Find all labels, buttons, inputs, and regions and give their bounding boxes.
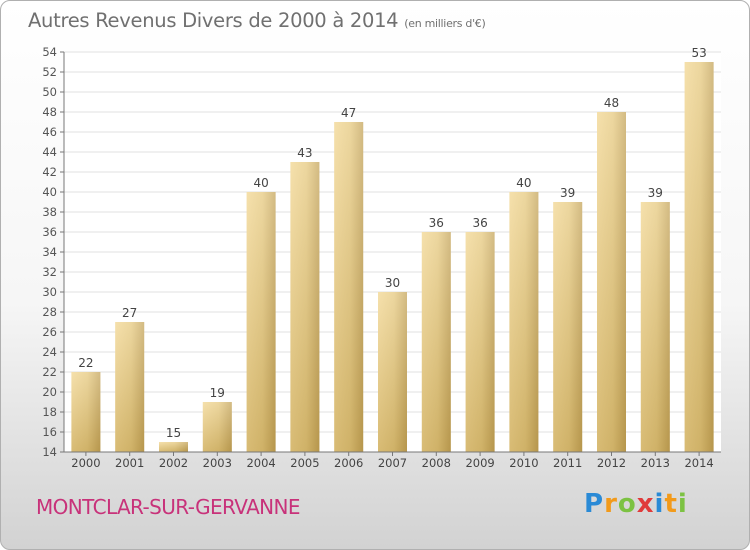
x-tick-label: 2012 bbox=[597, 456, 626, 470]
logo-letter: t bbox=[664, 489, 678, 519]
data-label-2010: 40 bbox=[516, 176, 531, 190]
y-tick-label: 42 bbox=[42, 165, 57, 179]
data-label-2004: 40 bbox=[253, 176, 268, 190]
bar-shade-2012 bbox=[597, 112, 626, 452]
data-label-2012: 48 bbox=[604, 96, 619, 110]
logo-letter: i bbox=[677, 489, 688, 519]
x-tick-label: 2005 bbox=[290, 456, 319, 470]
chart-title-unit: (en milliers d'€) bbox=[404, 17, 486, 30]
y-tick-label: 24 bbox=[42, 345, 57, 359]
bar-shade-2009 bbox=[465, 232, 495, 452]
data-label-2009: 36 bbox=[472, 216, 487, 230]
y-tick-label: 22 bbox=[42, 365, 57, 379]
x-tick-label: 2001 bbox=[115, 456, 144, 470]
logo-letter: i bbox=[654, 489, 665, 519]
logo-letter: r bbox=[604, 489, 618, 519]
y-tick-label: 36 bbox=[42, 225, 57, 239]
y-tick-label: 48 bbox=[42, 105, 57, 119]
x-tick-label: 2007 bbox=[378, 456, 407, 470]
bar-shade-2006 bbox=[334, 122, 364, 452]
data-label-2013: 39 bbox=[648, 186, 663, 200]
x-tick-label: 2010 bbox=[509, 456, 538, 470]
x-tick-label: 2006 bbox=[334, 456, 363, 470]
data-label-2008: 36 bbox=[429, 216, 444, 230]
data-label-2001: 27 bbox=[122, 306, 137, 320]
y-tick-label: 54 bbox=[42, 45, 57, 59]
bar-shade-2008 bbox=[421, 232, 451, 452]
logo-letter: P bbox=[584, 489, 605, 519]
x-tick-label: 2002 bbox=[159, 456, 188, 470]
bar-shade-2011 bbox=[553, 202, 583, 452]
y-tick-label: 50 bbox=[42, 85, 57, 99]
bar-shade-2010 bbox=[509, 192, 539, 452]
y-tick-label: 32 bbox=[42, 265, 57, 279]
y-tick-label: 30 bbox=[42, 285, 57, 299]
bar-shade-2001 bbox=[115, 322, 145, 452]
y-tick-label: 26 bbox=[42, 325, 57, 339]
y-tick-label: 16 bbox=[42, 425, 57, 439]
chart-title-text: Autres Revenus Divers de 2000 à 2014 bbox=[28, 9, 399, 32]
y-tick-label: 18 bbox=[42, 405, 57, 419]
x-tick-label: 2004 bbox=[246, 456, 275, 470]
bar-shade-2013 bbox=[640, 202, 670, 452]
y-tick-label: 52 bbox=[42, 65, 57, 79]
x-tick-label: 2003 bbox=[203, 456, 232, 470]
proxiti-logo[interactable]: Proxiti bbox=[584, 489, 688, 519]
y-tick-label: 46 bbox=[42, 125, 57, 139]
x-tick-label: 2013 bbox=[641, 456, 670, 470]
y-tick-label: 40 bbox=[42, 185, 57, 199]
logo-letter: x bbox=[636, 489, 655, 519]
bar-shade-2003 bbox=[202, 402, 232, 452]
commune-name: MONTCLAR-SUR-GERVANNE bbox=[36, 495, 301, 519]
data-label-2003: 19 bbox=[210, 386, 225, 400]
bar-shade-2007 bbox=[378, 292, 407, 452]
x-tick-label: 2014 bbox=[684, 456, 713, 470]
bar-shade-2014 bbox=[684, 62, 714, 452]
data-label-2000: 22 bbox=[78, 356, 93, 370]
data-label-2007: 30 bbox=[385, 276, 400, 290]
data-label-2005: 43 bbox=[297, 146, 312, 160]
data-label-2002: 15 bbox=[166, 426, 181, 440]
data-label-2011: 39 bbox=[560, 186, 575, 200]
y-tick-label: 20 bbox=[42, 385, 57, 399]
y-tick-label: 28 bbox=[42, 305, 57, 319]
data-label-2006: 47 bbox=[341, 106, 356, 120]
y-tick-label: 38 bbox=[42, 205, 57, 219]
bar-shade-2002 bbox=[159, 442, 188, 452]
logo-letter: o bbox=[617, 489, 637, 519]
x-tick-label: 2000 bbox=[71, 456, 100, 470]
data-label-2014: 53 bbox=[691, 46, 706, 60]
x-tick-label: 2009 bbox=[465, 456, 494, 470]
bar-shade-2000 bbox=[71, 372, 101, 452]
y-tick-label: 44 bbox=[42, 145, 57, 159]
x-tick-label: 2011 bbox=[553, 456, 582, 470]
y-tick-label: 34 bbox=[42, 245, 57, 259]
x-tick-label: 2008 bbox=[422, 456, 451, 470]
bar-shade-2005 bbox=[290, 162, 320, 452]
bar-shade-2004 bbox=[246, 192, 276, 452]
y-tick-label: 14 bbox=[42, 445, 57, 459]
chart-title: Autres Revenus Divers de 2000 à 2014 (en … bbox=[28, 9, 486, 32]
